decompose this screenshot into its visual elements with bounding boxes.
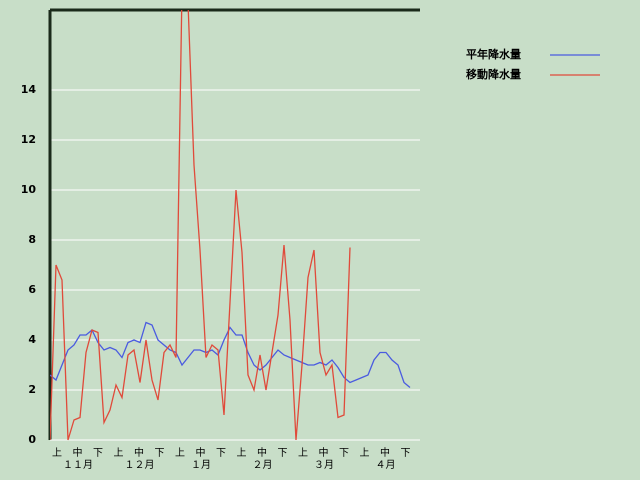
x-tick-label: 上 bbox=[237, 447, 247, 459]
month-label: ３月 bbox=[314, 459, 334, 471]
legend-label: 平年降水量 bbox=[466, 47, 521, 61]
month-label: １２月 bbox=[125, 459, 155, 471]
x-tick-label: 上 bbox=[114, 447, 124, 459]
x-tick-label: 下 bbox=[278, 448, 288, 459]
x-tick-label: 上 bbox=[52, 447, 62, 459]
series-line bbox=[50, 321, 411, 388]
y-tick-label: 12 bbox=[21, 133, 36, 146]
y-tick-label: 10 bbox=[21, 183, 37, 196]
month-label: ４月 bbox=[376, 459, 396, 471]
y-tick-label: 8 bbox=[28, 233, 36, 246]
x-tick-label: 下 bbox=[216, 448, 226, 459]
x-tick-label: 中 bbox=[319, 446, 329, 459]
month-label: ２月 bbox=[253, 459, 273, 471]
y-tick-label: 2 bbox=[28, 383, 36, 396]
x-tick-label: 上 bbox=[298, 447, 308, 459]
month-label: １１月 bbox=[63, 459, 93, 471]
y-tick-label: 0 bbox=[28, 433, 36, 446]
y-tick-label: 14 bbox=[21, 83, 37, 96]
y-tick-label: 6 bbox=[28, 283, 36, 296]
x-tick-label: 中 bbox=[73, 446, 83, 459]
x-tick-label: 中 bbox=[134, 446, 144, 459]
month-label: １月 bbox=[191, 459, 211, 471]
x-tick-label: 中 bbox=[257, 446, 267, 459]
x-tick-label: 中 bbox=[380, 446, 390, 459]
y-tick-label: 4 bbox=[28, 333, 36, 346]
plot bbox=[50, 10, 411, 441]
x-tick-label: 下 bbox=[401, 448, 411, 459]
series-line bbox=[50, 10, 351, 441]
x-tick-label: 下 bbox=[339, 448, 349, 459]
x-tick-label: 上 bbox=[175, 447, 185, 459]
x-tick-label: 中 bbox=[196, 446, 206, 459]
x-tick-label: 下 bbox=[155, 448, 165, 459]
x-tick-label: 下 bbox=[93, 448, 103, 459]
legend-label: 移動降水量 bbox=[466, 67, 521, 81]
x-tick-label: 上 bbox=[360, 447, 370, 459]
